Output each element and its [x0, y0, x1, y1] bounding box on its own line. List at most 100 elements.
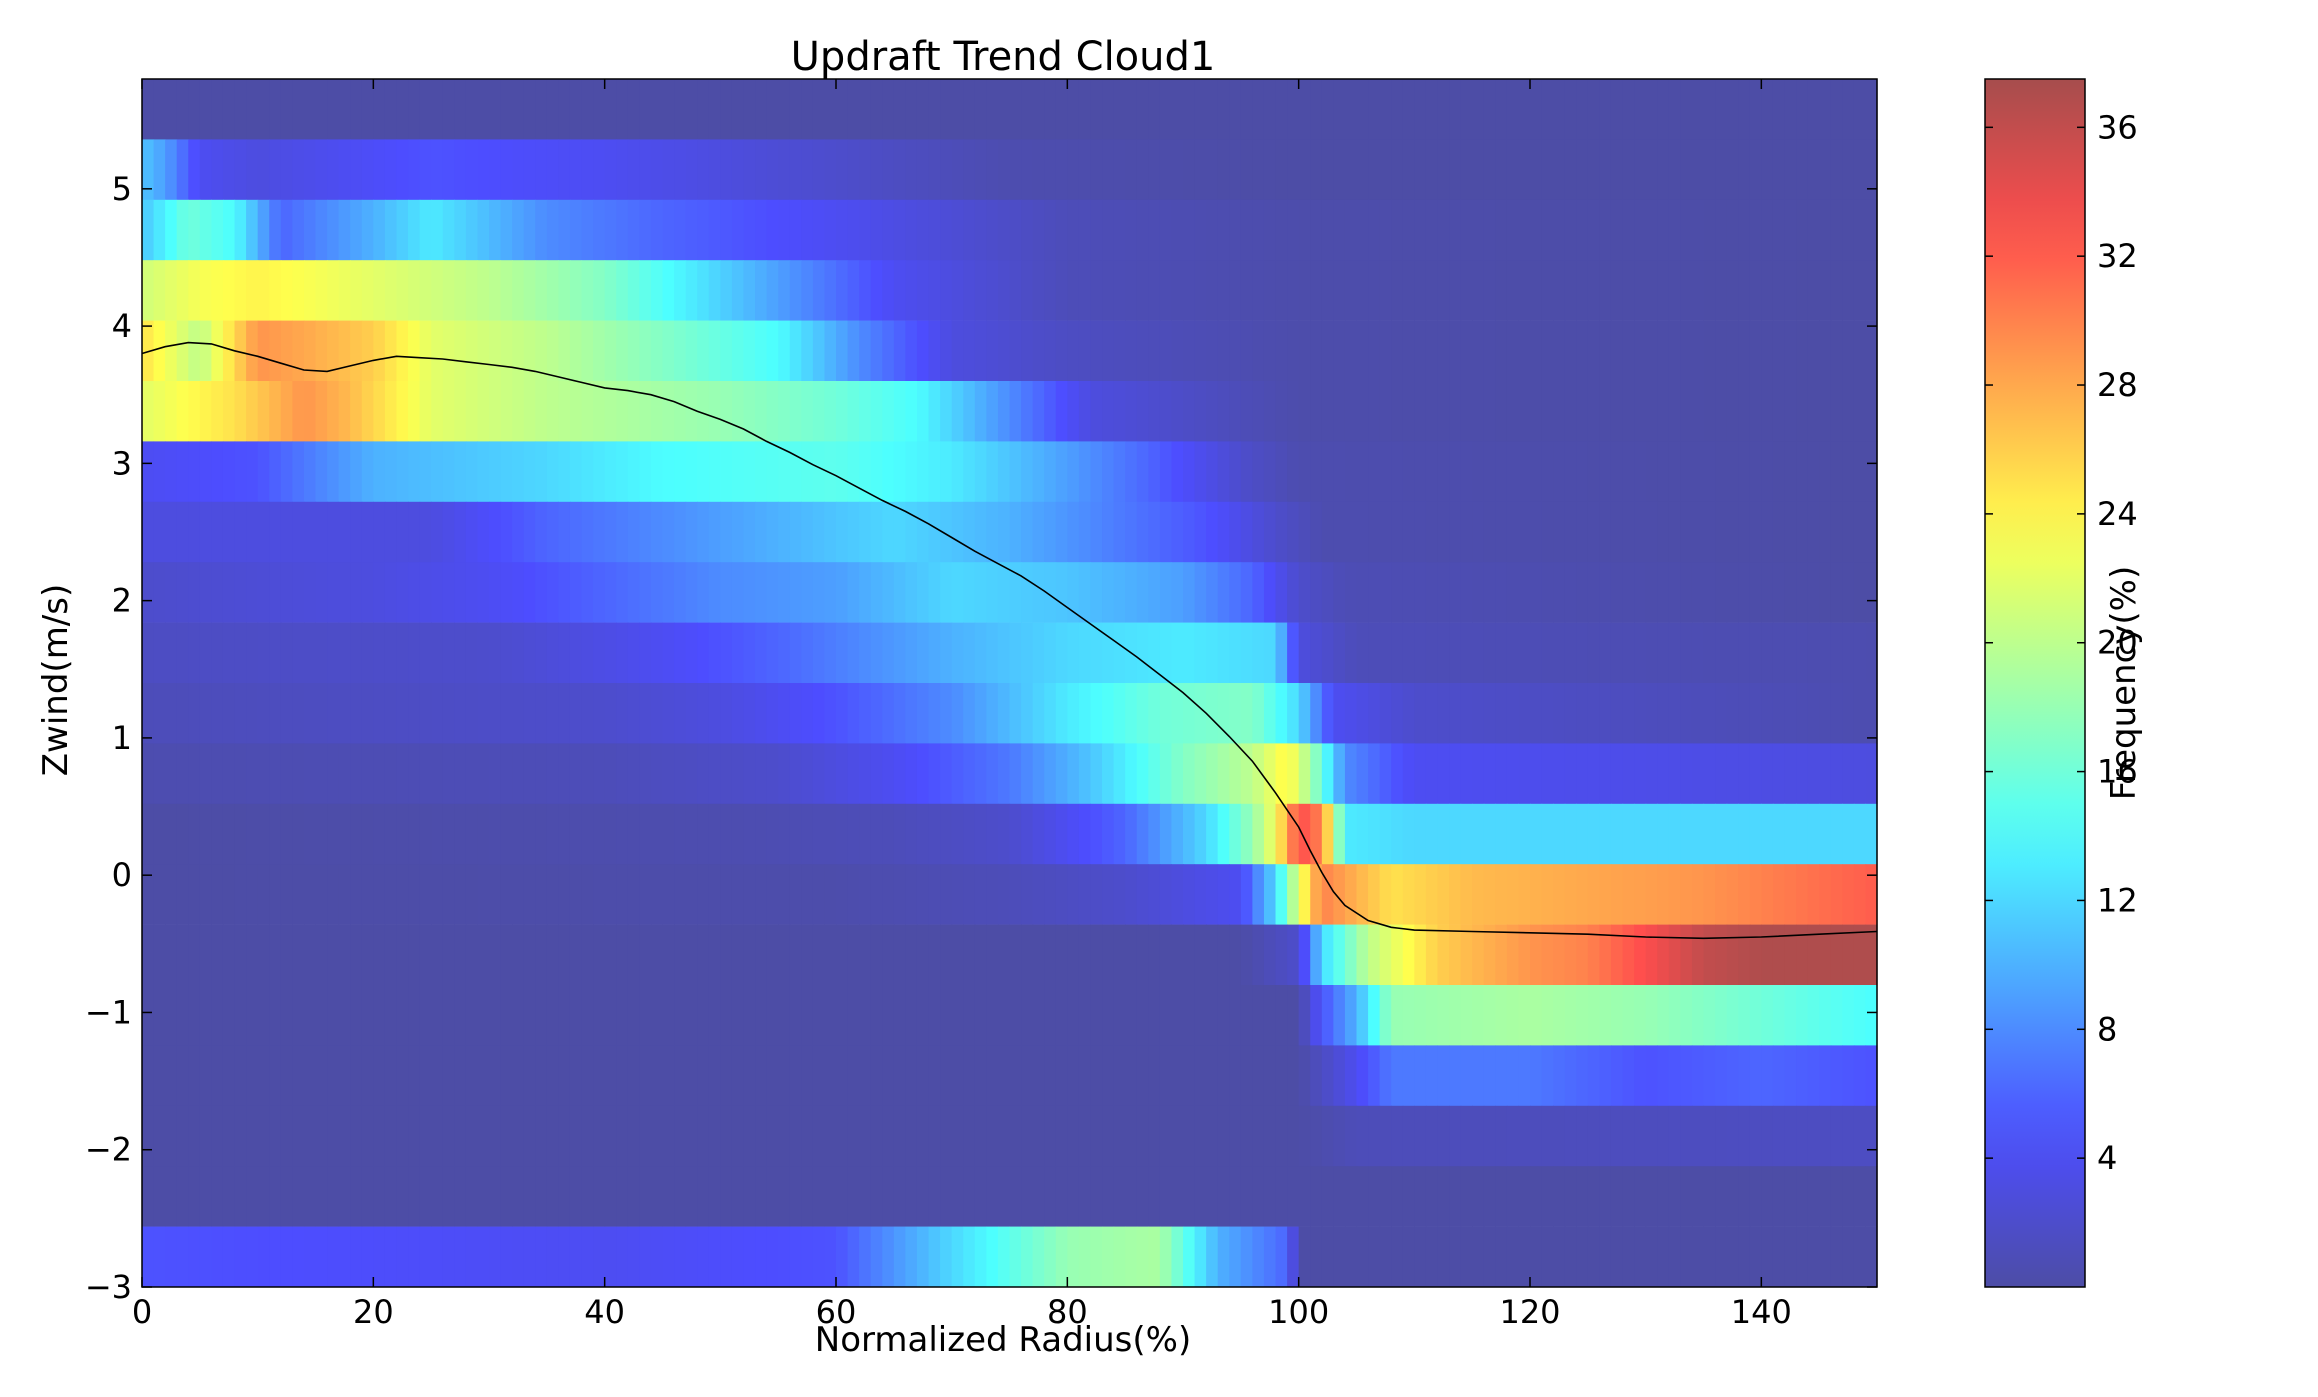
- heatmap-cell: [1784, 501, 1797, 563]
- heatmap-cell: [1749, 320, 1762, 382]
- heatmap-cell: [674, 320, 687, 382]
- heatmap-cell: [685, 803, 698, 865]
- heatmap-cell: [222, 683, 236, 744]
- heatmap-cell: [1171, 79, 1184, 140]
- heatmap-cell: [176, 260, 189, 321]
- heatmap-cell: [1229, 1226, 1242, 1288]
- heatmap-cell: [905, 320, 918, 382]
- heatmap-cell: [1252, 260, 1265, 321]
- heatmap-cell: [384, 985, 398, 1046]
- heatmap-cell: [1044, 562, 1057, 623]
- heatmap-cell: [1252, 1226, 1265, 1288]
- heatmap-cell: [373, 924, 386, 986]
- heatmap-cell: [419, 79, 432, 140]
- heatmap-cell: [1668, 1045, 1681, 1107]
- heatmap-cell: [408, 79, 421, 140]
- heatmap-cell: [1761, 501, 1774, 563]
- heatmap-cell: [338, 1105, 351, 1167]
- heatmap-cell: [1749, 1226, 1762, 1288]
- heatmap-cell: [1645, 441, 1658, 503]
- heatmap-cell: [535, 1105, 548, 1167]
- heatmap-cell: [1495, 864, 1508, 925]
- heatmap-cell: [604, 1105, 617, 1167]
- heatmap-cell: [1391, 139, 1404, 201]
- heatmap-cell: [1113, 79, 1126, 140]
- heatmap-cell: [1125, 864, 1138, 925]
- heatmap-cell: [1194, 441, 1207, 503]
- heatmap-cell: [1680, 79, 1693, 140]
- heatmap-cell: [1032, 1045, 1045, 1107]
- heatmap-cell: [1541, 562, 1554, 623]
- heatmap-cell: [1842, 381, 1855, 442]
- colorbar-tick-label: 36: [2097, 108, 2138, 146]
- heatmap-cell: [1622, 1045, 1635, 1107]
- colorbar-tick-label: 28: [2097, 366, 2138, 404]
- heatmap-cell: [1691, 803, 1705, 865]
- heatmap-cell: [674, 1166, 687, 1227]
- heatmap-cell: [454, 1166, 467, 1227]
- heatmap-cell: [1102, 501, 1115, 563]
- heatmap-cell: [1541, 501, 1554, 563]
- heatmap-cell: [1842, 79, 1855, 140]
- heatmap-cell: [465, 501, 479, 563]
- heatmap-cell: [847, 1166, 860, 1227]
- heatmap-cell: [1761, 1226, 1774, 1288]
- heatmap-cell: [176, 803, 189, 865]
- heatmap-cell: [338, 381, 351, 442]
- heatmap-cell: [1715, 1105, 1728, 1167]
- heatmap-cell: [1530, 1166, 1543, 1227]
- heatmap-cell: [1506, 1166, 1520, 1227]
- heatmap-cell: [1240, 985, 1253, 1046]
- heatmap-cell: [222, 139, 236, 201]
- heatmap-cell: [1159, 1226, 1173, 1288]
- heatmap-cell: [1842, 924, 1855, 986]
- heatmap-cell: [153, 381, 166, 442]
- heatmap-cell: [523, 79, 536, 140]
- heatmap-cell: [188, 1226, 201, 1288]
- heatmap-cell: [812, 985, 826, 1046]
- heatmap-cell: [1749, 743, 1762, 805]
- heatmap-cell: [627, 79, 640, 140]
- heatmap-cell: [882, 320, 895, 382]
- heatmap-cell: [685, 79, 698, 140]
- heatmap-cell: [940, 320, 953, 382]
- x-tick-label: 140: [1731, 1293, 1792, 1331]
- heatmap-cell: [1634, 743, 1647, 805]
- heatmap-cell: [234, 622, 247, 684]
- heatmap-cell: [327, 260, 340, 321]
- heatmap-cell: [824, 683, 837, 744]
- heatmap-cell: [940, 864, 953, 925]
- heatmap-cell: [1368, 260, 1381, 321]
- heatmap-cells: [142, 79, 1878, 1288]
- x-tick-label: 20: [353, 1293, 394, 1331]
- heatmap-cell: [431, 985, 444, 1046]
- heatmap-cell: [1541, 320, 1554, 382]
- heatmap-cell: [1853, 1045, 1867, 1107]
- heatmap-cell: [1263, 924, 1277, 986]
- heatmap-cell: [1807, 924, 1820, 986]
- heatmap-cell: [280, 1105, 293, 1167]
- heatmap-cell: [870, 743, 883, 805]
- heatmap-cell: [1865, 139, 1878, 201]
- heatmap-cell: [731, 622, 745, 684]
- heatmap-cell: [697, 562, 710, 623]
- heatmap-cell: [720, 381, 733, 442]
- heatmap-cell: [685, 985, 698, 1046]
- heatmap-cell: [801, 1226, 814, 1288]
- heatmap-cell: [1576, 985, 1589, 1046]
- heatmap-cell: [1287, 1166, 1300, 1227]
- heatmap-cell: [384, 199, 398, 261]
- heatmap-cell: [315, 501, 328, 563]
- heatmap-cell: [1587, 139, 1600, 201]
- heatmap-cell: [685, 864, 698, 925]
- heatmap-cell: [708, 743, 721, 805]
- heatmap-cell: [1032, 562, 1045, 623]
- heatmap-cell: [211, 622, 224, 684]
- heatmap-cell: [1691, 320, 1705, 382]
- heatmap-cell: [1252, 139, 1265, 201]
- heatmap-cell: [569, 441, 583, 503]
- heatmap-cell: [824, 622, 837, 684]
- heatmap-cell: [1148, 924, 1161, 986]
- heatmap-cell: [280, 79, 293, 140]
